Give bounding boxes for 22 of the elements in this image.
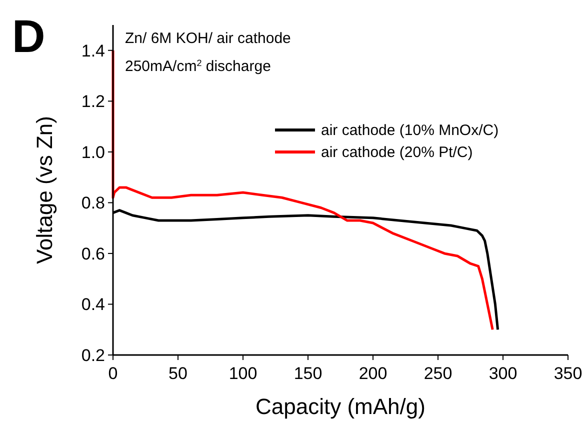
chart-title: Zn/ 6M KOH/ air cathode bbox=[125, 30, 291, 47]
y-tick-label: 0.2 bbox=[81, 346, 105, 365]
y-tick-label: 1.2 bbox=[81, 92, 105, 112]
x-tick-label: 50 bbox=[168, 364, 188, 383]
y-tick-label: 1.0 bbox=[81, 142, 105, 162]
x-tick-label: 0 bbox=[108, 364, 118, 383]
legend-label: air cathode (10% MnOx/C) bbox=[321, 122, 499, 139]
text: D bbox=[12, 10, 46, 62]
y-tick-label: 1.4 bbox=[81, 41, 105, 60]
y-tick-label: 0.6 bbox=[81, 244, 105, 264]
x-tick-label: 200 bbox=[358, 364, 388, 383]
x-axis-title: Capacity (mAh/g) bbox=[256, 394, 426, 419]
text: 250mA/cm$^{2}$ discharge bbox=[125, 58, 271, 75]
x-tick-label: 150 bbox=[294, 364, 322, 383]
y-tick-label: 0.8 bbox=[81, 194, 105, 213]
y-tick-label: 0.4 bbox=[81, 295, 105, 314]
x-tick-label: 350 bbox=[554, 364, 582, 383]
x-tick-label: 250 bbox=[424, 364, 452, 383]
x-tick-label: 300 bbox=[488, 364, 518, 383]
x-tick-label: 100 bbox=[228, 364, 258, 383]
legend-label: air cathode (20% Pt/C) bbox=[321, 144, 473, 161]
y-axis-title: Voltage (vs Zn) bbox=[32, 116, 57, 264]
